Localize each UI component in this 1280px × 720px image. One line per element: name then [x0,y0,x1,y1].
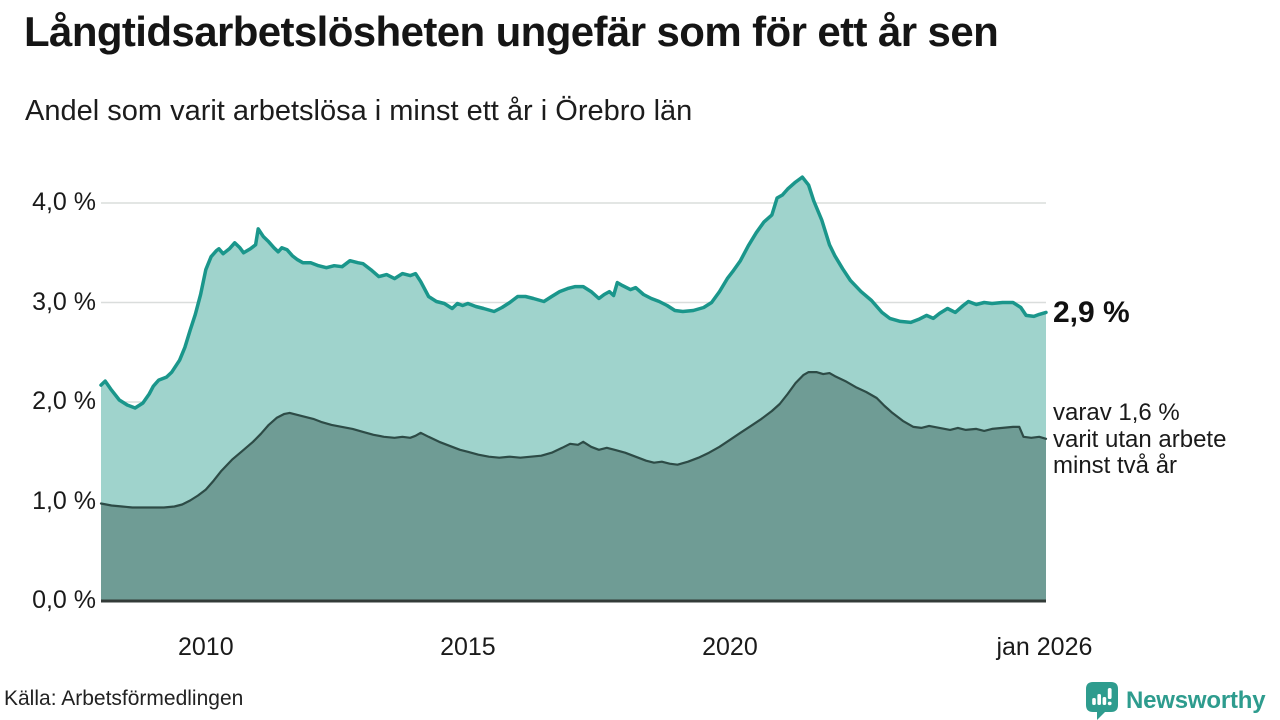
x-axis-label: jan 2026 [996,633,1093,661]
newsworthy-wordmark: Newsworthy [1126,687,1266,714]
y-axis-label: 2,0 % [32,387,96,415]
y-axis-label: 3,0 % [32,287,96,316]
secondary-annotation-line: varit utan arbete [1053,425,1227,453]
secondary-annotation: varav 1,6 % varit utan arbete minst två … [1053,399,1227,480]
series-two-year-area [101,372,1046,601]
series-one-year-line [99,175,1048,410]
y-axis-label: 0,0 % [32,586,96,614]
newsworthy-icon [1086,682,1118,720]
x-axis-label: 2015 [440,633,496,661]
chart-subtitle: Andel som varit arbetslösa i minst ett å… [25,95,693,127]
secondary-annotation-line: minst två år [1053,452,1178,479]
y-axis-label: 4,0 % [32,188,96,216]
x-axis-label: 2010 [178,633,234,661]
x-axis-label: 2020 [702,633,758,661]
y-axis-label: 1,0 % [32,486,96,515]
series-two-year-line [99,371,1048,509]
newsworthy-logo: Newsworthy [1085,682,1266,720]
source-note: Källa: Arbetsförmedlingen [4,687,244,710]
chart-title: Långtidsarbetslösheten ungefär som för e… [24,8,999,55]
secondary-annotation-line: varav 1,6 % [1053,399,1180,426]
latest-value-label: 2,9 % [1053,296,1130,329]
